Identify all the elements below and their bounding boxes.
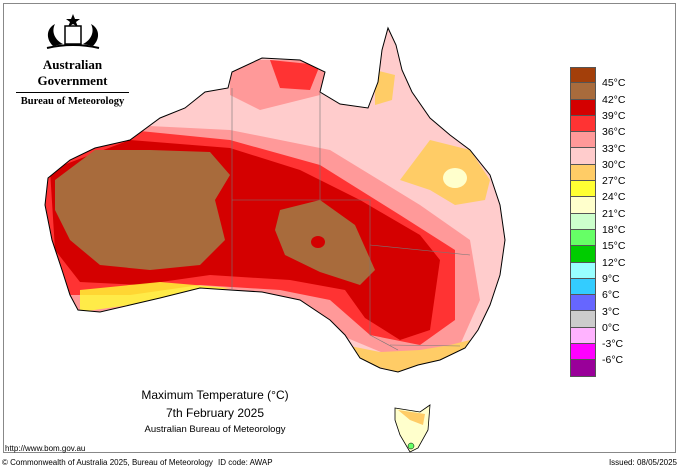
legend-swatch: [570, 197, 596, 214]
legend-label: 0°C: [602, 321, 620, 334]
bom-logo: Australian Government Bureau of Meteorol…: [10, 12, 135, 107]
legend-swatch: [570, 311, 596, 328]
bureau-label: Bureau of Meteorology: [20, 96, 125, 107]
legend-swatch: [570, 99, 596, 116]
legend-swatch: [570, 344, 596, 361]
legend-label: -6°C: [602, 354, 624, 367]
legend-label: 3°C: [602, 305, 620, 318]
legend-swatch: [570, 246, 596, 263]
legend-label: 9°C: [602, 272, 620, 285]
legend-label: 30°C: [602, 158, 626, 171]
legend-label: 27°C: [602, 175, 626, 188]
legend-label: 18°C: [602, 224, 626, 236]
region-27-south: [345, 340, 470, 372]
region-42-west: [55, 150, 230, 270]
copyright: © Commonwealth of Australia 2025, Bureau…: [2, 458, 213, 467]
map-title: Maximum Temperature (°C): [141, 388, 289, 402]
map-frame: [3, 3, 676, 453]
color-legend: 45°C 42°C 39°C 36°C 33°C 30°C 27°C 24°C 21°C 18°C…: [570, 67, 625, 377]
legend-label: 21°C: [602, 207, 626, 220]
map-date: 7th February 2025: [165, 406, 265, 420]
coat-of-arms-icon: [46, 14, 99, 49]
legend-swatch: [570, 181, 596, 198]
region-27-capeyork: [375, 70, 395, 105]
legend-swatch: [570, 148, 596, 165]
map-source: Australian Bureau of Meteorology: [144, 424, 286, 435]
legend-swatch: [570, 213, 596, 230]
legend-label: 24°C: [602, 191, 626, 204]
legend-label: 36°C: [602, 126, 626, 139]
legend-label: 15°C: [602, 240, 626, 253]
legend-swatch: [570, 132, 596, 149]
legend-label: 42°C: [602, 93, 626, 106]
tasmania: [394, 404, 431, 453]
legend-swatch: [570, 360, 596, 377]
legend-label: 39°C: [602, 109, 626, 122]
issued-date: Issued: 08/05/2025: [608, 458, 677, 467]
government-label: Australian Government: [37, 57, 108, 88]
legend-label: 45°C: [602, 77, 626, 90]
legend-label: 6°C: [602, 289, 620, 302]
region-39-spot: [311, 236, 325, 248]
region-36-north: [270, 60, 320, 90]
region-21-qld: [443, 168, 467, 188]
legend-swatch: [570, 164, 596, 182]
id-code: ID code: AWAP: [218, 458, 273, 467]
legend-swatch: [570, 83, 596, 100]
legend-swatch: [570, 327, 596, 345]
legend-swatch: [570, 262, 596, 279]
state-borders: [231, 88, 471, 351]
website-link[interactable]: http://www.bom.gov.au: [5, 444, 86, 453]
legend-label: -3°C: [602, 338, 624, 351]
legend-swatch: [570, 229, 596, 247]
region-42-central: [275, 200, 375, 285]
legend-swatch: [570, 278, 596, 296]
legend-swatch: [570, 295, 596, 312]
legend-swatch: [570, 115, 596, 133]
legend-label: 33°C: [602, 142, 626, 155]
legend-label: 12°C: [602, 256, 626, 269]
legend-swatch: [570, 67, 596, 84]
